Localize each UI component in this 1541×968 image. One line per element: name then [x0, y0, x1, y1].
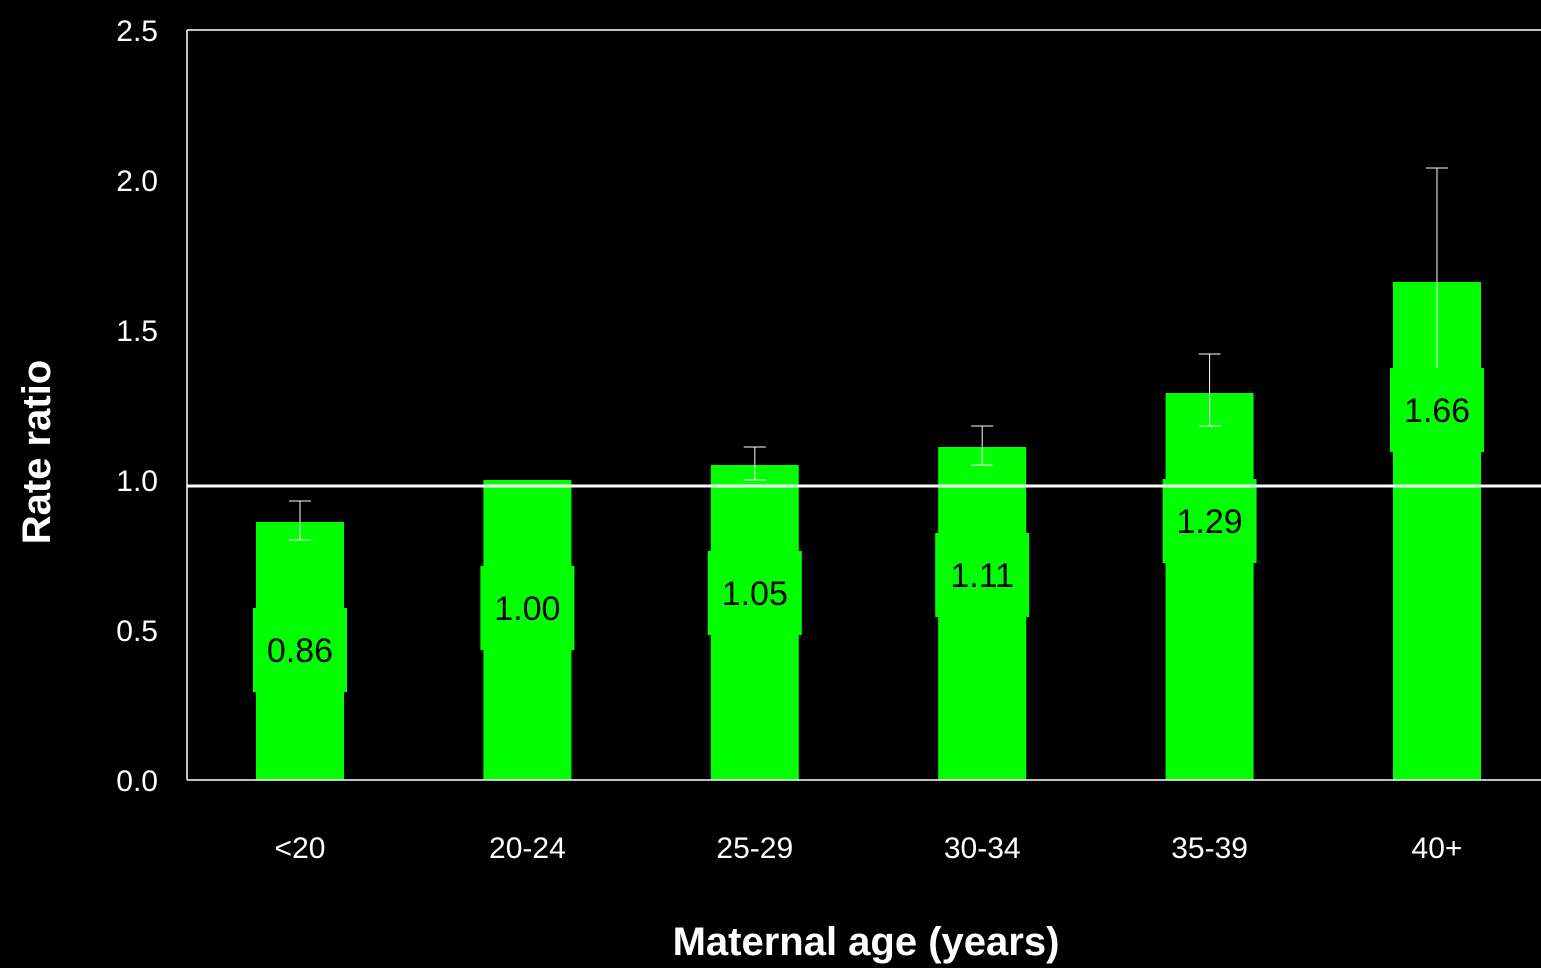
x-tick-label-2: 20-24 [489, 832, 566, 865]
x-axis-title: Maternal age (years) [673, 920, 1060, 964]
bar-5 [1165, 393, 1254, 780]
value-label-2: 1.00 [494, 590, 560, 628]
value-label-5: 1.29 [1177, 503, 1243, 541]
value-label-3: 1.05 [722, 575, 788, 613]
value-label-box-3 [707, 551, 802, 635]
value-label-1: 0.86 [267, 632, 333, 670]
y-ticks-layer: 0.0 0.5 1.0 1.5 2.0 2.5 [116, 15, 158, 798]
axes-layer [186, 29, 1541, 781]
y-axis-title: Rate ratio [15, 360, 59, 545]
x-categories-layer: <20 20-24 25-29 30-34 35-39 40+ [275, 832, 1463, 865]
error-bars-layer [289, 167, 1448, 541]
value-label-box-1 [253, 608, 347, 692]
y-tick-label-4: 1.5 [116, 315, 158, 348]
value-label-4: 1.11 [950, 557, 1014, 595]
x-tick-label-5: 35-39 [1171, 832, 1248, 865]
value-label-box-4 [935, 533, 1030, 617]
y-tick-label-5: 2.0 [116, 165, 158, 198]
value-labels-layer: 0.86 1.00 1.05 1.11 1.29 1.66 [253, 368, 1484, 692]
y-tick-label-3: 1.0 [116, 465, 158, 498]
x-tick-label-1: <20 [275, 832, 326, 865]
value-label-6: 1.66 [1404, 392, 1470, 430]
value-label-box-6 [1390, 368, 1484, 452]
value-label-box-5 [1162, 479, 1257, 563]
bars-layer [256, 282, 1481, 780]
x-tick-label-6: 40+ [1412, 832, 1463, 865]
y-tick-label-2: 0.5 [116, 615, 158, 648]
value-label-box-2 [480, 566, 575, 650]
y-tick-label-1: 0.0 [116, 765, 158, 798]
y-tick-label-6: 2.5 [116, 15, 158, 48]
x-tick-label-3: 25-29 [716, 832, 793, 865]
x-tick-label-4: 30-34 [944, 832, 1021, 865]
